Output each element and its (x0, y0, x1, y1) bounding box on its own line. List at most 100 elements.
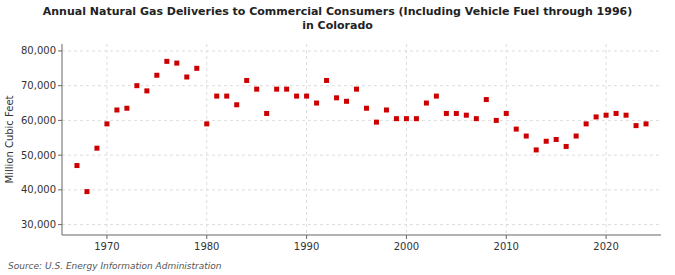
point (554, 137, 559, 142)
point (314, 101, 319, 106)
y-axis-line (62, 44, 63, 235)
point (224, 94, 229, 99)
point (214, 94, 219, 99)
point (524, 134, 529, 139)
point (574, 134, 579, 139)
y-tick (58, 155, 62, 156)
point (604, 113, 609, 118)
y-tick (58, 224, 62, 225)
y-grid-line (62, 85, 661, 86)
point (354, 87, 359, 92)
point (84, 189, 89, 194)
point (514, 127, 519, 132)
point (134, 83, 139, 88)
point (264, 111, 269, 116)
point (334, 95, 339, 100)
point (394, 116, 399, 121)
point (614, 111, 619, 116)
x-tick-label: 2020 (593, 241, 618, 252)
y-grid-line (62, 189, 661, 190)
y-tick (58, 120, 62, 121)
point (504, 111, 509, 116)
point (584, 121, 589, 126)
points (74, 59, 648, 194)
point (624, 113, 629, 118)
x-tick-label: 1970 (94, 241, 119, 252)
point (144, 88, 149, 93)
y-tick-label: 40,000 (21, 184, 56, 195)
y-tick-label: 60,000 (21, 115, 56, 126)
point (434, 94, 439, 99)
point (374, 120, 379, 125)
point (154, 73, 159, 78)
point (474, 116, 479, 121)
point (324, 78, 329, 83)
x-axis-line (62, 235, 661, 236)
y-tick-label: 70,000 (21, 80, 56, 91)
point (414, 116, 419, 121)
point (94, 146, 99, 151)
point (344, 99, 349, 104)
point (194, 66, 199, 71)
grid (62, 44, 661, 235)
point (244, 78, 249, 83)
source: Source: U.S. Energy Information Administ… (8, 261, 222, 271)
point (464, 113, 469, 118)
x-tick-label: 2010 (494, 241, 519, 252)
point (494, 118, 499, 123)
point (174, 61, 179, 66)
point (364, 106, 369, 111)
point (644, 121, 649, 126)
point (74, 163, 79, 168)
x-tick (506, 235, 507, 239)
y-grid-line (62, 120, 661, 121)
x-grid-line (406, 44, 407, 235)
x-tick-label: 1990 (294, 241, 319, 252)
point (254, 87, 259, 92)
point (484, 97, 489, 102)
point (594, 114, 599, 119)
point (384, 107, 389, 112)
x-tick (606, 235, 607, 239)
point (274, 87, 279, 92)
point (104, 121, 109, 126)
y-axis-label: Million Cubic Feet (4, 95, 15, 183)
x-tick (406, 235, 407, 239)
y-tick (58, 50, 62, 51)
y-tick-label: 80,000 (21, 45, 56, 56)
point (114, 107, 119, 112)
x-tick-label: 1980 (194, 241, 219, 252)
x-grid-line (106, 44, 107, 235)
point (444, 111, 449, 116)
point (294, 94, 299, 99)
y-tick-label: 30,000 (21, 219, 56, 230)
x-grid-line (506, 44, 507, 235)
y-grid-line (62, 224, 661, 225)
x-grid-line (306, 44, 307, 235)
title: Annual Natural Gas Deliveries to Commerc… (43, 5, 633, 32)
point (164, 59, 169, 64)
point (544, 139, 549, 144)
point (304, 94, 309, 99)
x-tick (306, 235, 307, 239)
chart: Annual Natural Gas Deliveries to Commerc… (0, 0, 675, 275)
point (564, 144, 569, 149)
x-tick (106, 235, 107, 239)
point (204, 121, 209, 126)
y-tick-label: 50,000 (21, 150, 56, 161)
y-grid-line (62, 155, 661, 156)
point (424, 101, 429, 106)
point (454, 111, 459, 116)
y-grid-line (62, 50, 661, 51)
point (284, 87, 289, 92)
x-tick-label: 2000 (394, 241, 419, 252)
x-tick (206, 235, 207, 239)
point (404, 116, 409, 121)
point (124, 106, 129, 111)
title-line: Annual Natural Gas Deliveries to Commerc… (43, 5, 633, 18)
title-line: in Colorado (302, 19, 373, 32)
y-tick (58, 85, 62, 86)
x-grid-line (206, 44, 207, 235)
y-tick (58, 189, 62, 190)
x-grid-line (606, 44, 607, 235)
